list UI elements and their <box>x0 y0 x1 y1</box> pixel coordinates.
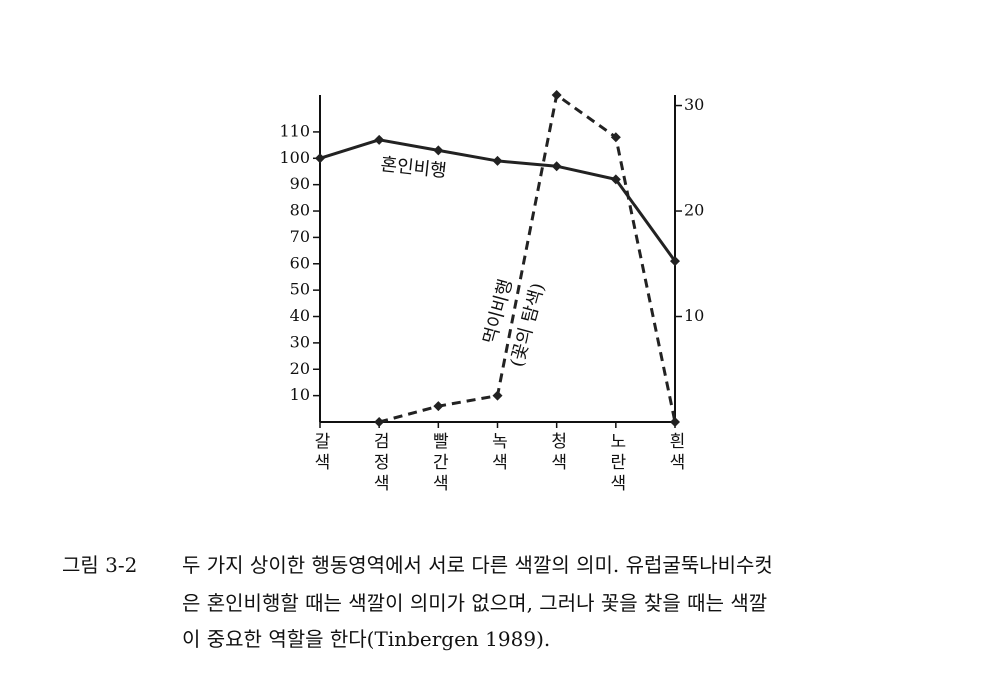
series-line <box>378 92 677 424</box>
x-tick-label: 노란색 <box>606 432 626 495</box>
y2-tick-label: 20 <box>684 201 704 220</box>
point-marker <box>551 90 562 100</box>
y-tick-label: 100 <box>279 148 310 167</box>
annotation: 혼인비행 <box>379 154 447 182</box>
point-marker <box>374 417 385 427</box>
point-marker <box>610 132 621 143</box>
annotation: 먹이비행 <box>480 277 517 346</box>
point-marker <box>433 401 444 412</box>
point-marker <box>433 145 444 156</box>
y2-tick-label: 30 <box>684 95 704 114</box>
point-marker <box>670 256 680 267</box>
point-marker <box>492 390 503 401</box>
y-tick-label: 80 <box>290 201 310 220</box>
y-tick-label: 90 <box>290 174 310 193</box>
point-marker <box>315 153 325 164</box>
y-tick-label: 60 <box>290 253 310 272</box>
x-tick-label: 검정색 <box>369 432 389 495</box>
y-tick-label: 70 <box>290 227 310 246</box>
point-marker <box>492 155 503 166</box>
x-tick-label: 흰색 <box>665 432 685 474</box>
y-tick-label: 50 <box>290 280 310 299</box>
caption-label: 그림 3-2 <box>62 553 137 577</box>
x-tick-label: 갈색 <box>310 432 330 474</box>
y-tick-label: 20 <box>290 359 310 378</box>
caption-line: 두 가지 상이한 행동영역에서 서로 다른 색깔의 의미. 유럽굴뚝나비수컷 <box>182 553 773 577</box>
x-tick-label: 녹색 <box>488 432 508 474</box>
point-marker <box>670 417 680 427</box>
y-tick-label: 40 <box>290 306 310 325</box>
x-tick-label: 청색 <box>547 432 567 474</box>
point-marker <box>551 161 562 172</box>
point-marker <box>610 174 621 185</box>
caption-line: 은 혼인비행할 때는 색깔이 의미가 없으며, 그러나 꽃을 찾을 때는 색깔 <box>182 591 767 615</box>
y2-tick-label: 10 <box>684 306 704 325</box>
y-tick-label: 10 <box>290 385 310 404</box>
y-tick-label: 30 <box>290 332 310 351</box>
y-tick-label: 110 <box>279 121 310 140</box>
x-tick-label: 빨간색 <box>428 432 448 495</box>
caption-line: 이 중요한 역할을 한다(Tinbergen 1989). <box>182 627 550 651</box>
point-marker <box>374 134 385 145</box>
